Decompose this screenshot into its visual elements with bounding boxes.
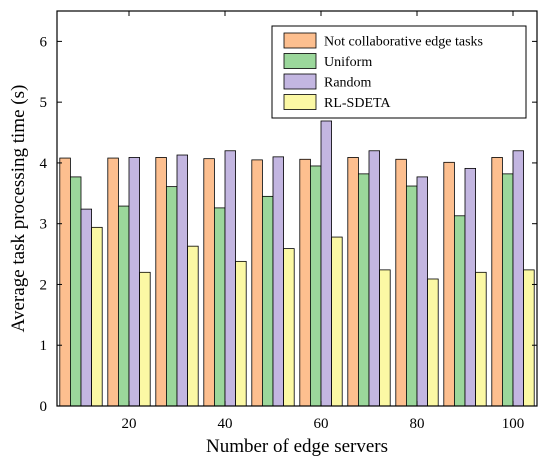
- y-axis-title: Average task processing time (s): [8, 85, 29, 333]
- bar-uniform-90: [453, 215, 466, 407]
- bar-not-collaborative-edge-tasks-60: [299, 158, 311, 407]
- bars-layer: [59, 120, 535, 407]
- bar-rl-sdeta-90: [475, 271, 487, 407]
- bar-random-90: [464, 167, 477, 407]
- x-axis-title: Number of edge servers: [206, 436, 388, 457]
- bar-rl-sdeta-60: [331, 236, 343, 407]
- x-tick-label: 100: [502, 416, 525, 432]
- bar-random-10: [80, 208, 93, 407]
- bar-random-60: [320, 120, 333, 407]
- y-tick-label: 0: [40, 399, 48, 415]
- bar-not-collaborative-edge-tasks-50: [251, 159, 263, 407]
- bar-uniform-20: [118, 205, 130, 407]
- bar-uniform-80: [405, 185, 418, 407]
- legend: Not collaborative edge tasks Uniform Rando…: [271, 25, 527, 119]
- bar-random-30: [176, 154, 189, 407]
- bar-uniform-30: [165, 186, 178, 407]
- legend-swatch: [283, 32, 317, 49]
- bar-uniform-50: [261, 195, 274, 407]
- bar-not-collaborative-edge-tasks-90: [443, 161, 455, 407]
- x-tick-label: 60: [314, 416, 329, 432]
- y-tick-label: 6: [40, 34, 48, 50]
- bar-uniform-40: [213, 207, 226, 407]
- x-tick-label: 20: [122, 416, 137, 432]
- y-tick-label: 5: [40, 95, 48, 111]
- bar-not-collaborative-edge-tasks-20: [107, 157, 119, 407]
- bar-uniform-10: [70, 176, 82, 407]
- y-tick-label: 4: [40, 156, 48, 172]
- plot-frame: [56, 10, 538, 407]
- bar-not-collaborative-edge-tasks-10: [59, 157, 71, 407]
- x-tick-label: 80: [410, 416, 425, 432]
- bar-not-collaborative-edge-tasks-30: [155, 157, 167, 407]
- bar-not-collaborative-edge-tasks-70: [347, 157, 359, 407]
- bar-rl-sdeta-20: [139, 271, 151, 407]
- legend-swatch: [283, 94, 317, 110]
- bar-uniform-100: [501, 173, 514, 407]
- ticks-layer: 0 1 2 3 4 5 6 20 40 60 80 100: [40, 11, 537, 432]
- y-tick-label: 1: [40, 338, 48, 354]
- bar-uniform-60: [309, 165, 322, 407]
- bar-rl-sdeta-40: [235, 260, 247, 407]
- bar-rl-sdeta-70: [379, 269, 391, 407]
- legend-label: Not collaborative edge tasks: [324, 35, 483, 50]
- bar-random-40: [224, 150, 237, 407]
- bar-random-80: [416, 176, 429, 407]
- bar-rl-sdeta-80: [427, 278, 439, 407]
- bar-rl-sdeta-50: [283, 248, 295, 407]
- bar-rl-sdeta-10: [91, 226, 103, 407]
- bar-uniform-70: [357, 173, 370, 407]
- bar-random-50: [272, 156, 285, 407]
- legend-swatch: [283, 73, 317, 90]
- x-tick-label: 40: [218, 416, 233, 432]
- bar-not-collaborative-edge-tasks-100: [491, 157, 503, 407]
- bar-not-collaborative-edge-tasks-40: [203, 158, 215, 407]
- y-tick-label: 2: [40, 277, 48, 293]
- bar-rl-sdeta-30: [187, 245, 199, 407]
- legend-label: Uniform: [324, 55, 372, 70]
- bar-random-70: [368, 150, 381, 407]
- legend-swatch: [283, 53, 317, 69]
- bar-not-collaborative-edge-tasks-80: [395, 158, 407, 407]
- y-tick-label: 3: [40, 217, 48, 233]
- legend-label: RL-SDETA: [324, 96, 391, 111]
- bar-rl-sdeta-100: [523, 269, 535, 407]
- legend-label: Random: [324, 76, 372, 91]
- bar-random-100: [512, 150, 525, 407]
- bar-random-20: [128, 157, 141, 407]
